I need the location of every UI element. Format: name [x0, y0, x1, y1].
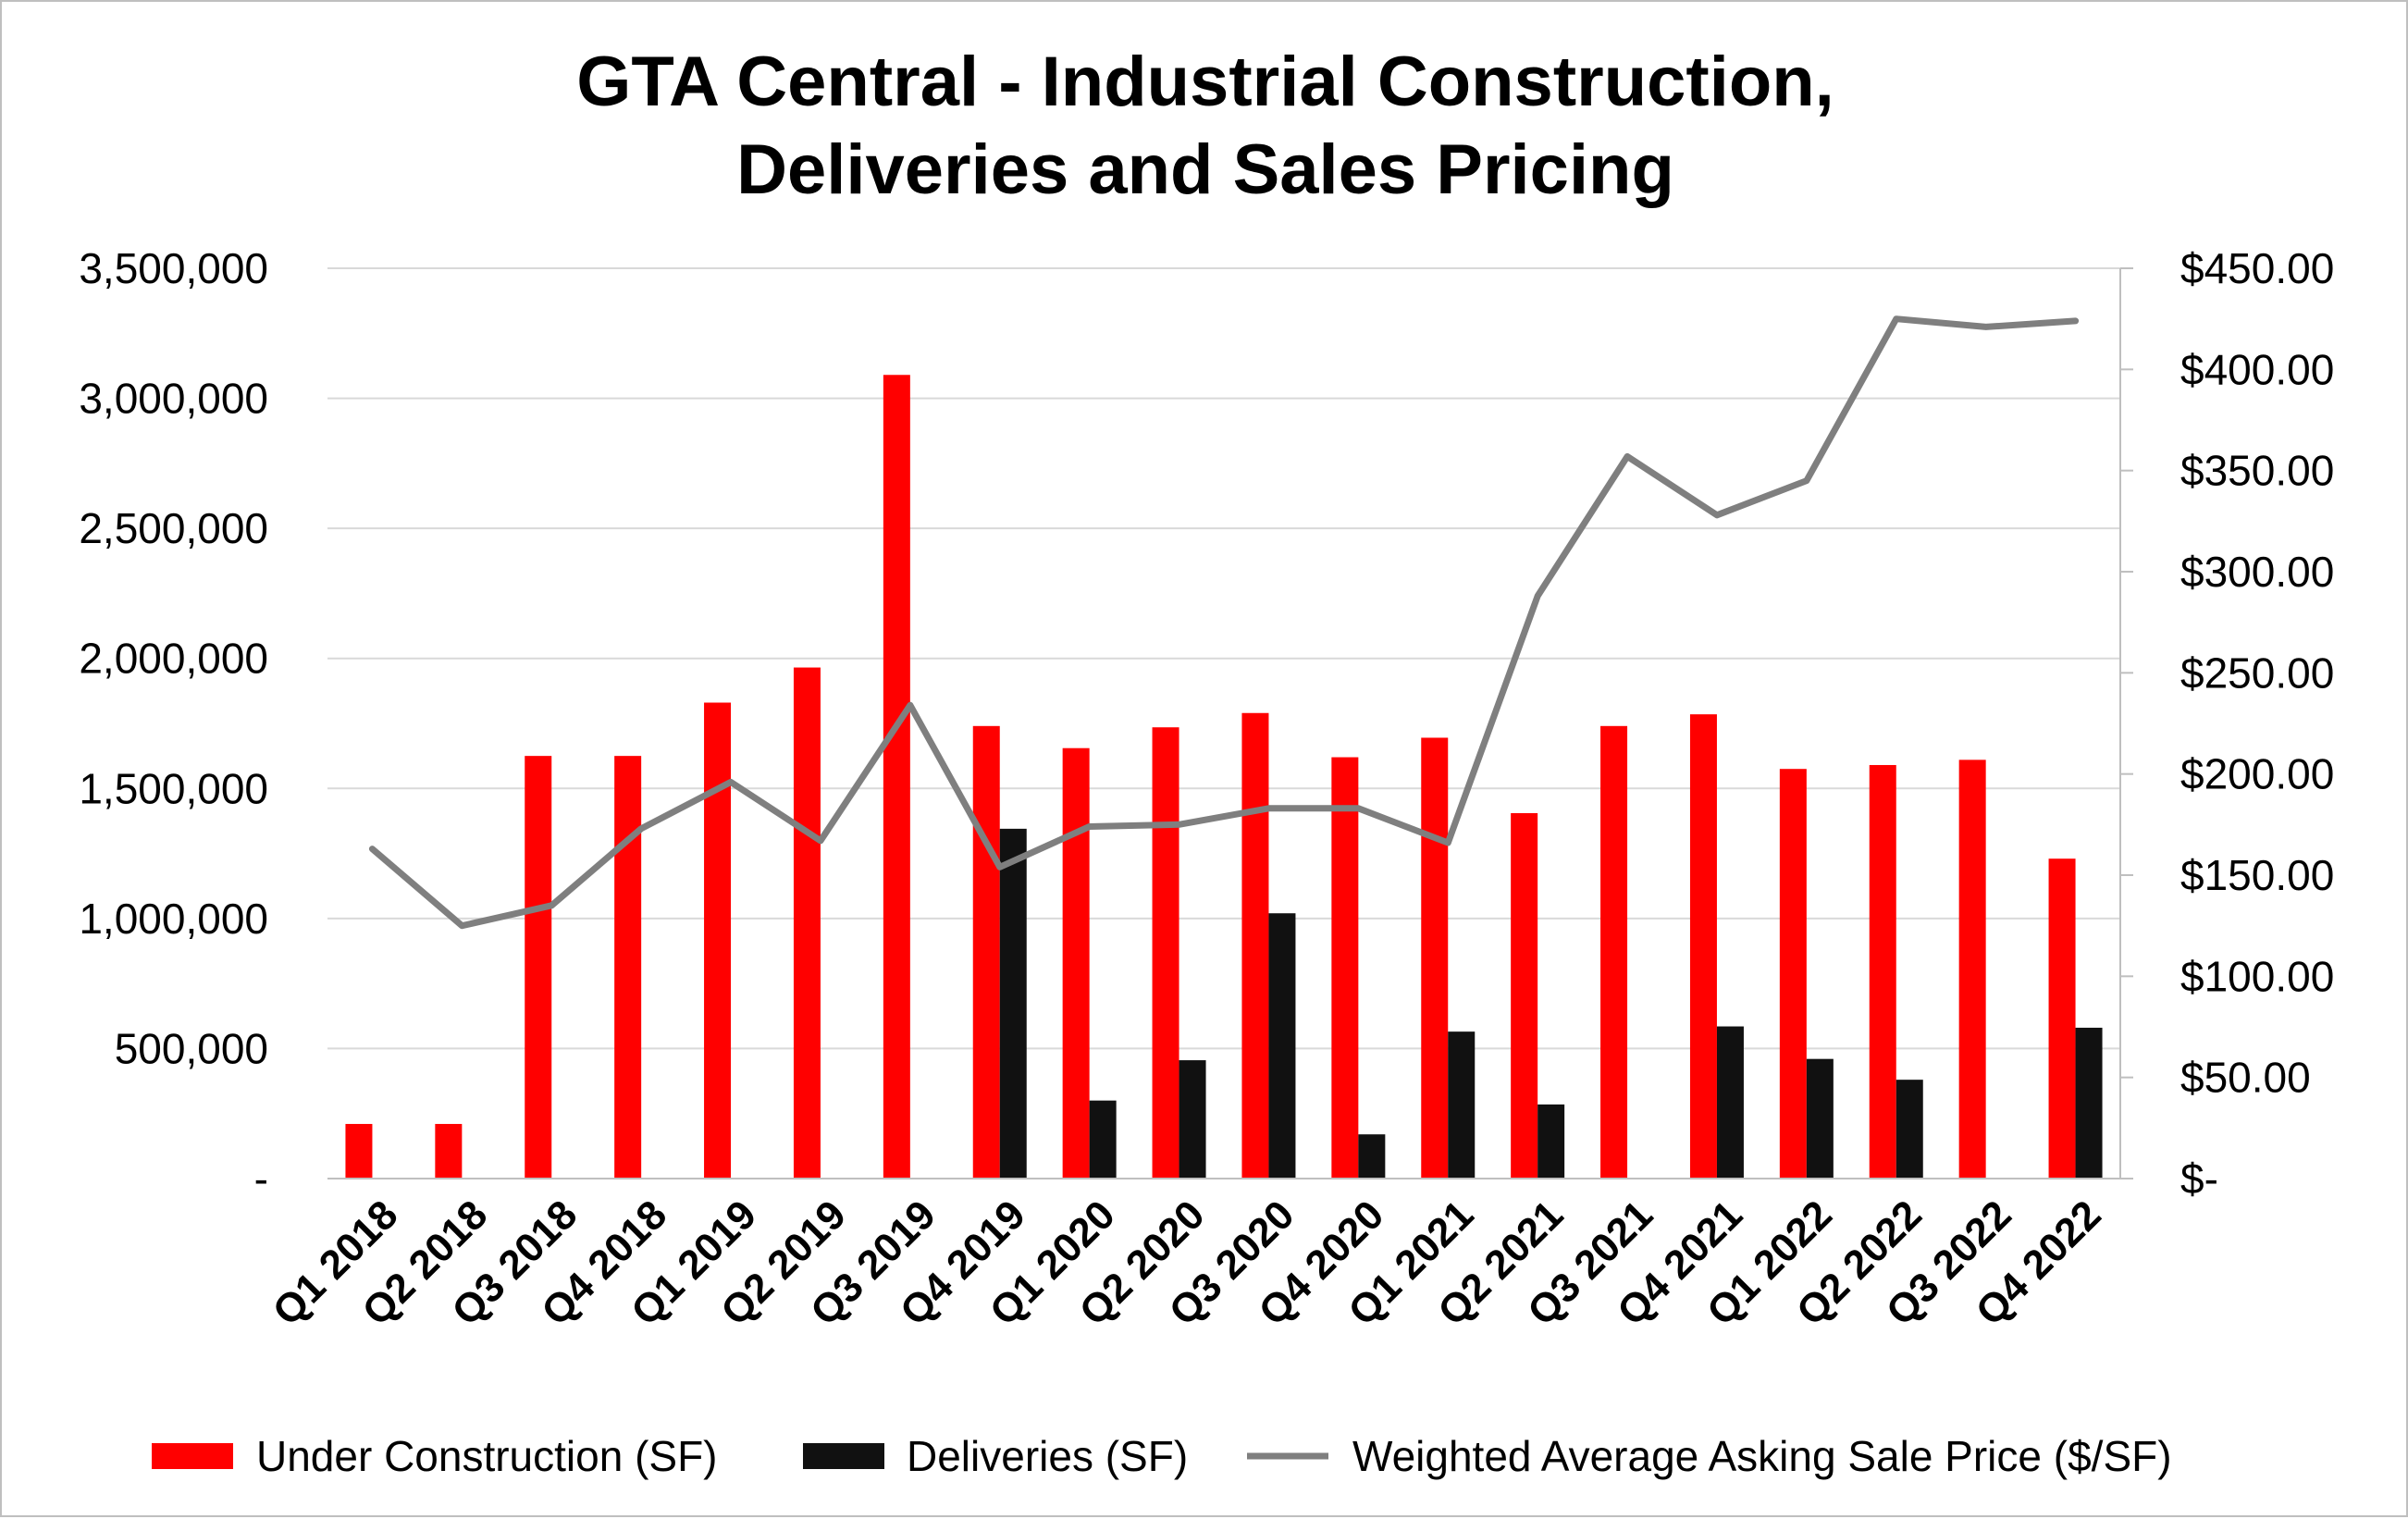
y-left-tick-label: 3,000,000 — [79, 375, 268, 423]
legend-label-price: Weighted Average Asking Sale Price ($/SF… — [1352, 1432, 2172, 1480]
line-point — [1535, 593, 1541, 599]
chart-title-line-2: Deliveries and Sales Pricing — [736, 130, 1674, 209]
y-right-tick-label: $400.00 — [2180, 345, 2334, 393]
line-point — [459, 922, 465, 929]
line-point — [1982, 324, 1989, 330]
bar-deliveries — [1896, 1080, 1923, 1179]
line-point — [1713, 512, 1720, 518]
bar-under-construction — [345, 1123, 373, 1179]
bars — [345, 375, 2103, 1179]
bar-deliveries — [999, 828, 1027, 1179]
y-right-tick-label: $100.00 — [2180, 952, 2334, 1000]
y-right-tick-label: $200.00 — [2180, 750, 2334, 798]
bar-under-construction — [883, 375, 910, 1179]
bar-deliveries — [2075, 1027, 2103, 1179]
bar-under-construction — [1062, 747, 1090, 1179]
bar-under-construction — [1152, 727, 1179, 1179]
gridlines — [327, 267, 2120, 1050]
bar-deliveries — [1358, 1134, 1386, 1179]
legend-label-deliveries: Deliveries (SF) — [907, 1432, 1188, 1480]
y-right-tick-label: $300.00 — [2180, 548, 2334, 596]
line-point — [1624, 453, 1631, 460]
bar-under-construction — [1689, 714, 1717, 1179]
bar-deliveries — [1268, 913, 1296, 1179]
bar-under-construction — [1331, 757, 1359, 1179]
bar-under-construction — [2048, 858, 2076, 1179]
y-left-tick-label: 3,500,000 — [79, 244, 268, 292]
bar-under-construction — [704, 702, 732, 1179]
chart-title: GTA Central - Industrial Construction, D… — [576, 43, 1834, 209]
y-right-tick-label: $350.00 — [2180, 447, 2334, 495]
bar-under-construction — [525, 756, 552, 1179]
line-point — [1086, 823, 1093, 830]
y-right-tick-label: $150.00 — [2180, 851, 2334, 899]
price-line — [368, 315, 2080, 930]
y-right-tick-label: $450.00 — [2180, 244, 2334, 292]
line-weighted-avg-price — [368, 315, 2080, 930]
line-point — [996, 864, 1003, 871]
y-left-tick-label: 2,000,000 — [79, 635, 268, 683]
bar-under-construction — [435, 1123, 463, 1179]
line-point — [817, 837, 823, 844]
line-point — [549, 902, 555, 908]
bar-deliveries — [1179, 1060, 1206, 1179]
bar-under-construction — [1869, 764, 1896, 1179]
line-point — [1445, 840, 1451, 846]
line-point — [907, 702, 913, 709]
legend-swatch-under-construction — [152, 1443, 233, 1469]
bar-under-construction — [1241, 712, 1269, 1179]
line-point — [369, 846, 376, 852]
y-left-tick-label: 1,500,000 — [79, 764, 268, 812]
bar-under-construction — [793, 667, 821, 1179]
bar-under-construction — [1421, 737, 1449, 1179]
bar-deliveries — [1716, 1026, 1744, 1179]
bar-deliveries — [1448, 1031, 1476, 1179]
y-right-tick-label: $250.00 — [2180, 648, 2334, 697]
bar-under-construction — [1958, 760, 1986, 1179]
bar-under-construction — [972, 725, 1000, 1179]
legend-label-under-construction: Under Construction (SF) — [256, 1432, 718, 1480]
bar-under-construction — [614, 756, 642, 1179]
y-right-tick-label: $- — [2180, 1155, 2218, 1203]
line-point — [2072, 317, 2079, 324]
line-point — [638, 825, 645, 832]
bar-under-construction — [1779, 769, 1807, 1179]
line-point — [1893, 315, 1899, 322]
y-left-tick-label: 500,000 — [115, 1024, 268, 1072]
bar-under-construction — [1511, 812, 1538, 1179]
bar-deliveries — [1537, 1104, 1565, 1179]
legend: Under Construction (SF) Deliveries (SF) We… — [152, 1432, 2172, 1480]
y-left-tick-label: 1,000,000 — [79, 895, 268, 943]
y-left-tick-label: 2,500,000 — [79, 504, 268, 552]
line-point — [1266, 805, 1272, 811]
bar-under-construction — [1600, 725, 1628, 1179]
bar-deliveries — [1089, 1100, 1117, 1179]
chart-title-line-1: GTA Central - Industrial Construction, — [576, 43, 1834, 121]
line-point — [1803, 477, 1809, 484]
line-point — [1355, 805, 1362, 811]
legend-swatch-deliveries — [803, 1443, 884, 1469]
line-point — [728, 779, 735, 785]
line-point — [1176, 821, 1182, 828]
y-right-tick-label: $50.00 — [2180, 1054, 2311, 1102]
bar-deliveries — [1806, 1058, 1834, 1179]
y-left-tick-label: - — [254, 1155, 268, 1203]
